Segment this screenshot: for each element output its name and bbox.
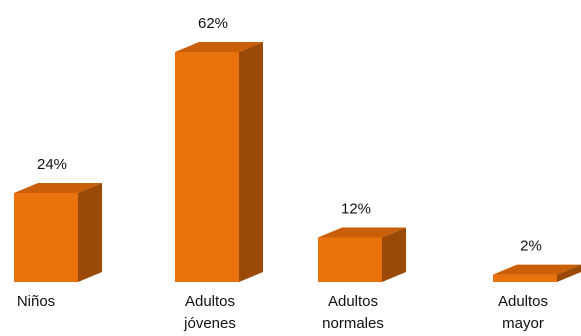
tick-label-adultos-normales: Adultos normales	[322, 293, 384, 332]
tick-label-ninos: Niños	[17, 293, 55, 310]
bar-top-adultos-jovenes	[175, 42, 263, 52]
data-label-ninos: 24%	[37, 156, 67, 173]
bars-group	[14, 42, 581, 282]
bar-adultos-normales	[318, 227, 406, 282]
bar-front-adultos-normales	[318, 237, 382, 282]
tick-label-adultos-mayor: Adultos mayor	[498, 293, 548, 332]
bar-side-adultos-mayor	[557, 264, 581, 282]
data-label-adultos-normales: 12%	[341, 200, 371, 217]
bar-top-adultos-mayor	[493, 264, 581, 275]
bar-adultos-mayor	[493, 264, 581, 282]
bar-top-adultos-normales	[318, 227, 406, 238]
data-label-adultos-jovenes: 62%	[198, 15, 228, 32]
bar-adultos-jovenes	[175, 42, 263, 282]
bar-side-adultos-normales	[382, 227, 406, 282]
bar-front-ninos	[14, 192, 78, 282]
bar-ninos	[14, 182, 102, 282]
bar-side-ninos	[78, 182, 102, 282]
bar-front-adultos-mayor	[493, 274, 557, 282]
bar-front-adultos-jovenes	[175, 52, 239, 282]
tick-label-adultos-jovenes: Adultos jóvenes	[183, 293, 236, 332]
bar-top-ninos	[14, 182, 102, 193]
labels-group: 24% Niños 62% Adultos jóvenes 12% Adultos norma…	[17, 15, 548, 332]
bar-side-adultos-jovenes	[239, 42, 263, 282]
data-label-adultos-mayor: 2%	[520, 238, 542, 255]
